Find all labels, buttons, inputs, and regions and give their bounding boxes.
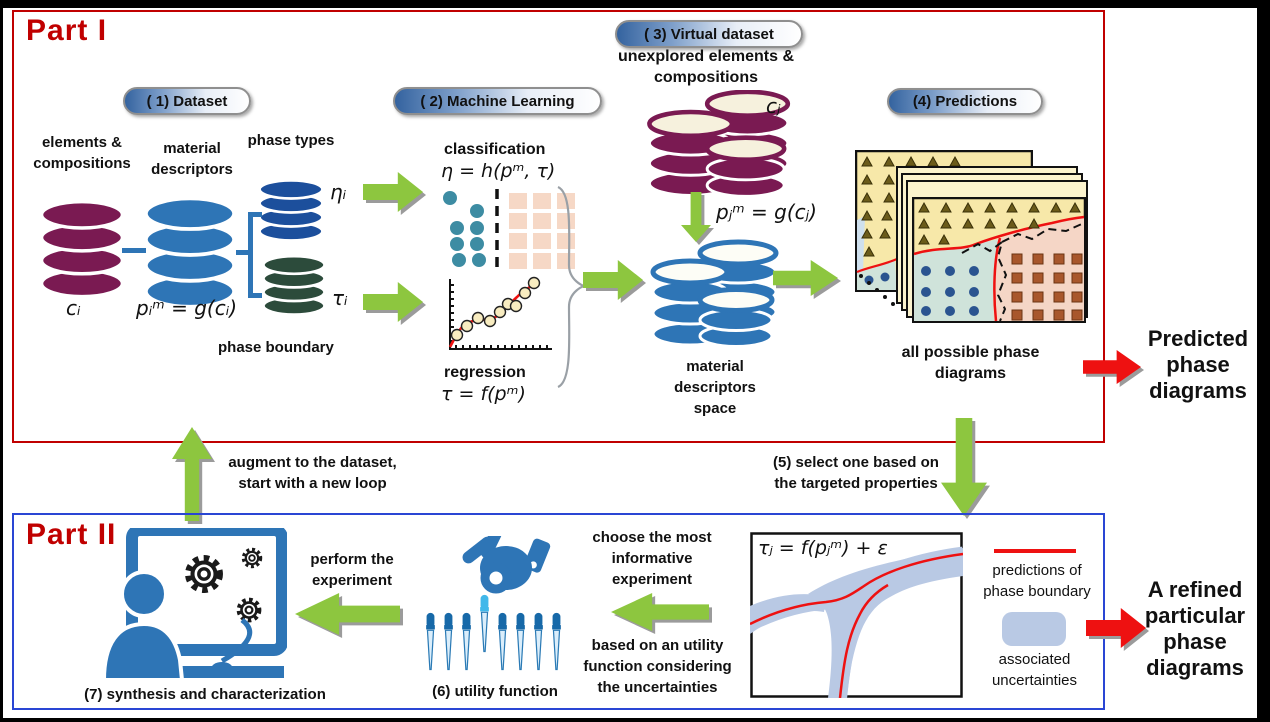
math-pj: pⱼᵐ = g(cⱼ) (716, 200, 817, 224)
math-tau-i: τᵢ (332, 286, 348, 310)
dropper-icon (444, 612, 453, 671)
part1-box (12, 10, 1105, 443)
classification-plot (443, 189, 575, 271)
dropper-icon (462, 612, 471, 671)
phase-types-label: phase types (247, 132, 335, 149)
dropper-icon (534, 612, 543, 671)
arrow-perform-icon (295, 593, 400, 635)
legend-boundary-label: predictions of phase boundary (983, 562, 1091, 600)
descriptors-db-icon (143, 196, 237, 309)
predicted-output-label: Predicted phase diagrams (1147, 326, 1249, 403)
math-cj: cⱼ (766, 94, 781, 118)
dropper-row (423, 594, 565, 680)
math-ci: cᵢ (66, 296, 81, 320)
connector (248, 212, 253, 298)
part1-title: Part I (26, 14, 108, 47)
dropper-icon (498, 612, 507, 671)
virtual-dataset-db-icon (647, 90, 791, 198)
pill-dataset: ( 1) Dataset (123, 87, 251, 115)
phase-types-db-icon (258, 178, 324, 242)
connector (248, 293, 262, 298)
dropper-icon (426, 612, 435, 671)
refined-output-label: A refined particular phase diagrams (1144, 577, 1246, 680)
legend-line-icon (994, 549, 1076, 553)
phase-boundary-label: phase boundary (218, 339, 334, 356)
math-regression: τ = f(pᵐ) (441, 383, 526, 405)
arrow-predicted-output-icon (1083, 350, 1141, 384)
augment-label: augment to the dataset, start with a new… (228, 454, 397, 492)
descriptor-space-label: material descriptors space (674, 358, 756, 417)
math-eta-i: ηᵢ (330, 180, 347, 204)
arrow-to-descriptor-space-icon (583, 260, 643, 300)
phase-boundary-db-icon (262, 254, 326, 316)
perform-label: perform the experiment (310, 551, 394, 589)
uncertainty-plot (750, 532, 963, 698)
unexplored-label: unexplored elements & compositions (617, 48, 795, 86)
arrow-virtual-to-space-icon (681, 192, 711, 242)
part2-title: Part II (26, 518, 117, 551)
arrow-to-regression-icon (363, 282, 423, 322)
regression-plot (448, 276, 552, 350)
arrow-to-classification-icon (363, 172, 423, 212)
math-tauj: τⱼ = f(pⱼᵐ) + ε (758, 537, 888, 559)
pinch-hand-icon (462, 536, 551, 594)
choose-label: choose the most informative experiment (592, 529, 712, 588)
material-descriptors-label: material descriptors (151, 140, 233, 178)
select-label: (5) select one based on the targeted pro… (773, 454, 939, 492)
pill-virtual-dataset: ( 3) Virtual dataset (615, 20, 803, 48)
math-classification: η = h(pᵐ, τ) (441, 160, 556, 182)
phase-diagram-front-card (912, 197, 1086, 323)
math-pi: pᵢᵐ = g(cᵢ) (136, 296, 238, 320)
pill-predictions: (4) Predictions (887, 88, 1043, 115)
descriptor-space-db-icon (650, 239, 779, 348)
arrow-augment-loop-icon (172, 427, 212, 521)
legend-band-icon (1002, 612, 1066, 646)
pill-machine-learning: ( 2) Machine Learning (393, 87, 602, 115)
selected-dropper-icon (480, 594, 489, 653)
elements-db-icon (39, 200, 125, 299)
arrow-select-down-icon (941, 418, 987, 516)
arrow-choose-icon (611, 593, 709, 631)
based-label: based on an utility function considering… (583, 637, 732, 696)
legend-uncertainty-label: associated uncertainties (991, 651, 1078, 689)
regression-label: regression (444, 364, 526, 381)
connector (236, 250, 252, 255)
utility-label: (6) utility function (432, 683, 558, 700)
connector (122, 248, 146, 253)
dropper-icon (552, 612, 561, 671)
scientist-computer-icon (101, 528, 287, 680)
ellipsis-dots-icon (859, 274, 895, 306)
connector (248, 212, 262, 217)
arrow-space-to-predictions-icon (773, 260, 838, 296)
synthesis-label: (7) synthesis and characterization (84, 686, 326, 703)
all-possible-label: all possible phase diagrams (901, 344, 1040, 382)
classification-label: classification (444, 141, 546, 158)
dropper-icon (516, 612, 525, 671)
elements-label: elements & compositions (33, 134, 131, 172)
